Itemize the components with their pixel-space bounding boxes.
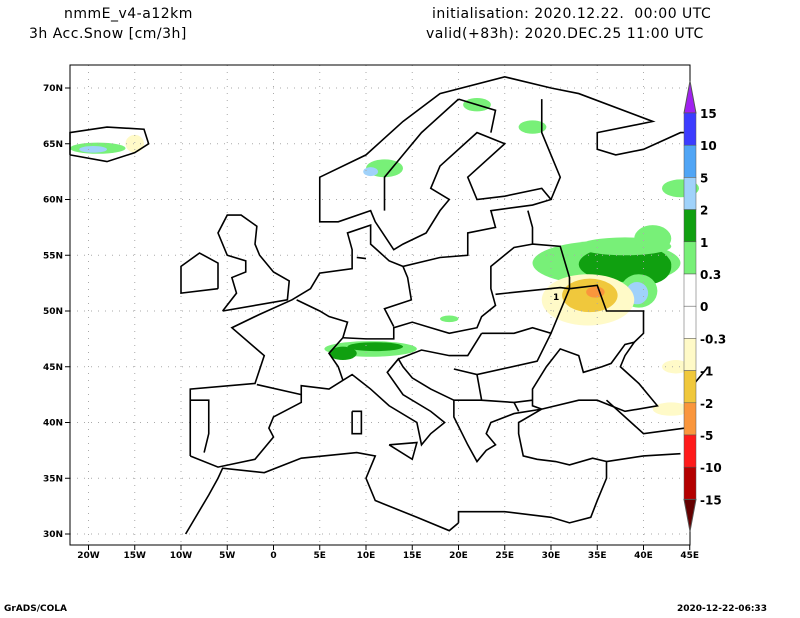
lon-label: 35E [588,551,607,561]
snow-area [634,225,672,252]
coastline [531,340,659,413]
lon-label: 5E [314,551,326,561]
coastline [398,332,483,360]
colorbar-label: 1 [700,236,708,250]
lon-label: 15W [124,551,147,561]
lon-label: 10E [357,551,376,561]
colorbar-label: -2 [700,397,713,411]
coastlines [69,76,709,535]
axis-ticks: 20W 15W 10W 5W 0 5E 10E 15E 20E 25E 30E 35E 40E 45E 70… [43,84,699,561]
lon-label: 15E [403,551,422,561]
coastline [458,98,497,133]
coastline [351,410,363,435]
snow-area [79,145,107,153]
colorbar-label: 10 [700,139,717,153]
snow-area [652,402,690,416]
colorbar-label: 0 [700,300,708,314]
footer-software: GrADS/COLA [4,604,67,614]
coastline [388,441,418,461]
lat-label: 45N [43,363,63,373]
lat-label: 35N [43,474,63,484]
colorbar: 15 10 5 2 1 0.3 0 -0.3 -1 -2 -5 -10 -15 [683,80,726,532]
colorbar-segment [683,177,697,210]
lon-label: 45E [680,551,699,561]
snow-area [125,134,144,153]
footer-timestamp: 2020-12-22-06:33 [677,604,767,614]
snow-area [662,360,690,374]
colorbar-segment [683,112,697,146]
colorbar-segment [683,241,697,275]
coastline [476,374,533,404]
colorbar-segment [683,273,697,307]
colorbar-segment [683,370,697,404]
coastline [189,76,690,456]
colorbar-segment [683,305,697,339]
colorbar-label: -1 [700,365,713,379]
lon-label: 0 [270,551,276,561]
snow-area [347,342,403,352]
lon-label: 40E [634,551,653,561]
colorbar-label: -15 [700,493,722,507]
coastline [569,284,645,343]
lon-label: 20E [449,551,468,561]
coastline [383,98,460,211]
lon-label: 10W [170,551,193,561]
colorbar-arrow-top [683,80,697,114]
lon-label: 20W [77,551,100,561]
colorbar-segment [683,434,697,468]
coastline [356,256,367,260]
lat-label: 55N [43,251,63,261]
lat-label: 30N [43,530,63,540]
valid-time: valid(+83h): 2020.DEC.25 11:00 UTC [426,26,704,42]
colorbar-segment [683,144,697,178]
snow-area [440,315,459,323]
coastline [605,399,686,435]
coastline [453,332,552,376]
snow-area [518,120,547,134]
lat-label: 40N [43,419,63,429]
lat-label: 50N [43,307,63,317]
colorbar-segment [683,466,697,500]
snow-area [329,346,357,361]
coastline [256,383,302,396]
colorbar-arrow-bottom [683,498,697,532]
colorbar-label: -10 [700,461,722,475]
model-name: nmmE_v4-a12km [64,6,193,22]
lon-label: 25E [495,551,514,561]
colorbar-label: 5 [700,171,708,185]
lat-label: 60N [43,196,63,206]
colorbar-segment [683,209,697,243]
init-time: initialisation: 2020.12.22. 00:00 UTC [432,6,712,22]
coastline [190,399,210,453]
contour-label: 1 [553,293,559,303]
colorbar-label: -5 [700,429,713,443]
lat-label: 65N [43,140,63,150]
coastline [513,402,520,412]
colorbar-label: -0.3 [700,332,726,346]
colorbar-segment [683,338,697,371]
coastline [342,210,534,340]
coastline [296,299,349,381]
coastline [180,252,219,295]
lon-label: 30E [542,551,561,561]
coastline [69,126,150,163]
coastline [217,214,291,312]
coastline [606,452,681,463]
coastline [383,266,413,327]
coastline [184,451,460,535]
lon-label: 5W [219,551,235,561]
variable-title: 3h Acc.Snow [cm/3h] [29,26,187,42]
lat-label: 70N [43,84,63,94]
snow-fields [70,98,699,416]
snow-area [363,167,379,177]
colorbar-label: 2 [700,204,708,218]
colorbar-segment [683,402,697,436]
colorbar-label: 0.3 [700,268,721,282]
coastline [532,243,571,289]
coastline [540,99,562,200]
colorbar-label: 15 [700,107,717,121]
